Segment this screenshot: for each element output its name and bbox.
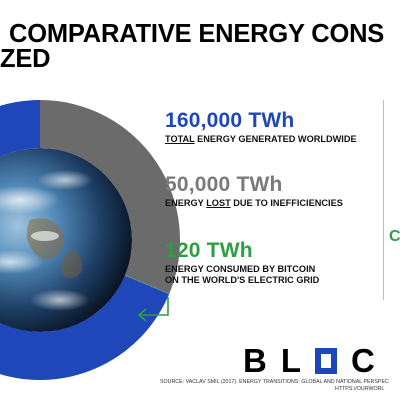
stat-energy-lost: 50,000 TWh ENERGY LOST DUE TO INEFFICIEN… [165, 174, 343, 209]
side-panel-letter: C [389, 228, 400, 245]
title-line-2: ZED [0, 45, 51, 72]
source-line-1: SOURCE: VACLAV SMIL (2017). ENERGY TRANS… [160, 379, 389, 385]
stat-total-desc: TOTAL ENERGY GENERATED WORLDWIDE [165, 134, 357, 145]
source-line-2: HTTPS://OURWORL [335, 385, 385, 392]
donut-slices [0, 100, 181, 380]
stat-bitcoin-value: 120 TWh [165, 239, 253, 262]
logo-square-icon [315, 348, 337, 374]
logo-text-left: BL [243, 342, 315, 379]
pointer-arrow-icon [137, 297, 169, 322]
donut-slice-remaining [0, 100, 170, 380]
stat-lost-desc: ENERGY LOST DUE TO INEFFICIENCIES [165, 198, 343, 209]
stat-total-desc-rest: ENERGY GENERATED WORLDWIDE [194, 134, 357, 144]
stat-total-value: 160,000 TWh [165, 109, 295, 132]
stat-total-desc-emph: TOTAL [165, 134, 195, 144]
stat-bitcoin-energy: 120 TWh ENERGY CONSUMED BY BITCOIN ON TH… [165, 240, 319, 286]
divider-line [383, 100, 384, 300]
donut-slice-bitcoin [124, 275, 170, 295]
stat-lost-desc-pre: ENERGY [165, 198, 207, 208]
page-title: COMPARATIVE ENERGY CONS ZED [0, 22, 400, 72]
brand-logo: BL C [243, 342, 389, 380]
stat-bitcoin-desc: ENERGY CONSUMED BY BITCOIN ON THE WORLD'… [165, 264, 319, 286]
title-line-1: COMPARATIVE ENERGY CONS [9, 22, 385, 48]
stat-lost-desc-emph: LOST [206, 198, 231, 208]
earth-globe [0, 148, 132, 332]
donut-slice-lost [40, 100, 181, 294]
stat-bitcoin-desc-line1: ENERGY CONSUMED BY BITCOIN [165, 264, 316, 274]
stat-bitcoin-desc-line2: ON THE WORLD'S ELECTRIC GRID [165, 275, 320, 285]
stat-lost-value: 50,000 TWh [165, 173, 283, 196]
stat-total-energy: 160,000 TWh TOTAL ENERGY GENERATED WORLD… [165, 110, 357, 145]
logo-text-right: C [351, 342, 389, 379]
source-citation: SOURCE: VACLAV SMIL (2017). ENERGY TRANS… [160, 379, 389, 392]
stat-lost-desc-post: DUE TO INEFFICIENCIES [230, 198, 343, 208]
